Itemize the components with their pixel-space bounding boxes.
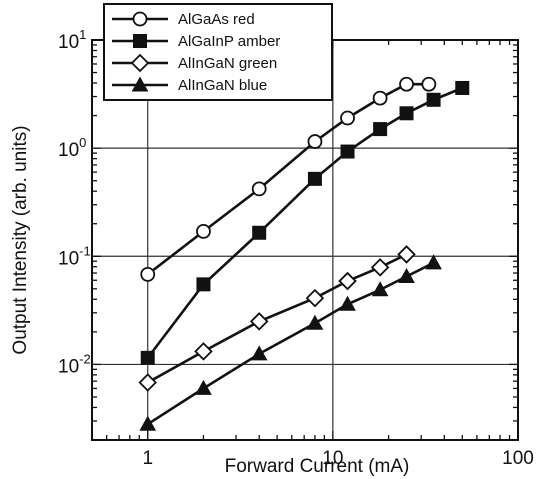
legend-marker [130, 53, 150, 73]
data-point [140, 350, 155, 365]
legend-marker [133, 34, 147, 48]
data-point [306, 314, 324, 330]
data-point [373, 122, 388, 137]
data-point [251, 181, 267, 197]
data-point [250, 345, 268, 361]
data-point [426, 92, 441, 107]
data-point [307, 171, 322, 186]
data-point [372, 90, 388, 106]
data-point [140, 266, 156, 282]
x-tick-label: 100 [502, 448, 534, 469]
legend-entry: AlGaAs red [112, 11, 255, 28]
legend: AlGaAs red AlGaInP amber AlInGaN green AlIn… [103, 3, 333, 101]
series-2 [140, 80, 470, 365]
y-tick-label: 10-1 [58, 243, 91, 269]
series-group [138, 76, 470, 431]
data-point [252, 225, 267, 240]
legend-marker [132, 11, 148, 27]
legend-marker [131, 76, 149, 92]
series-3 [138, 245, 416, 392]
data-point [195, 379, 212, 395]
data-point [370, 258, 390, 277]
data-point [196, 223, 211, 239]
data-point [138, 373, 158, 392]
legend-label: AlGaAs red [178, 11, 255, 28]
data-point [340, 110, 355, 126]
data-point [196, 277, 211, 292]
data-point [139, 415, 157, 431]
x-tick-label: 10 [322, 448, 343, 469]
data-point [305, 288, 325, 308]
data-point [425, 254, 442, 270]
data-point [340, 144, 355, 159]
legend-entry: AlGaInP amber [112, 33, 280, 50]
legend-entry: AlInGaN blue [112, 76, 267, 94]
data-point [455, 80, 470, 95]
x-axis-title: Forward Current (mA) [225, 456, 410, 477]
data-point [421, 76, 437, 92]
y-tick-label: 101 [58, 27, 86, 53]
y-axis-title: Output Intensity (arb. units) [10, 125, 31, 354]
legend-label: AlInGaN blue [178, 77, 267, 94]
data-point [339, 295, 356, 311]
data-point [249, 312, 269, 331]
data-point [397, 245, 416, 264]
x-tick-label: 1 [142, 448, 153, 469]
legend-label: AlInGaN green [178, 55, 277, 72]
legend-entry: AlInGaN green [112, 53, 277, 73]
series-4 [139, 254, 442, 431]
y-tick-label: 10-2 [58, 351, 91, 377]
data-point [338, 271, 357, 291]
data-point [194, 342, 213, 361]
data-point [399, 76, 414, 92]
series-1 [140, 76, 437, 282]
data-point [398, 267, 415, 284]
y-tick-label: 100 [58, 135, 86, 161]
data-point [307, 134, 323, 149]
data-point [399, 106, 414, 121]
legend-label: AlGaInP amber [178, 33, 280, 50]
data-point [371, 281, 389, 297]
